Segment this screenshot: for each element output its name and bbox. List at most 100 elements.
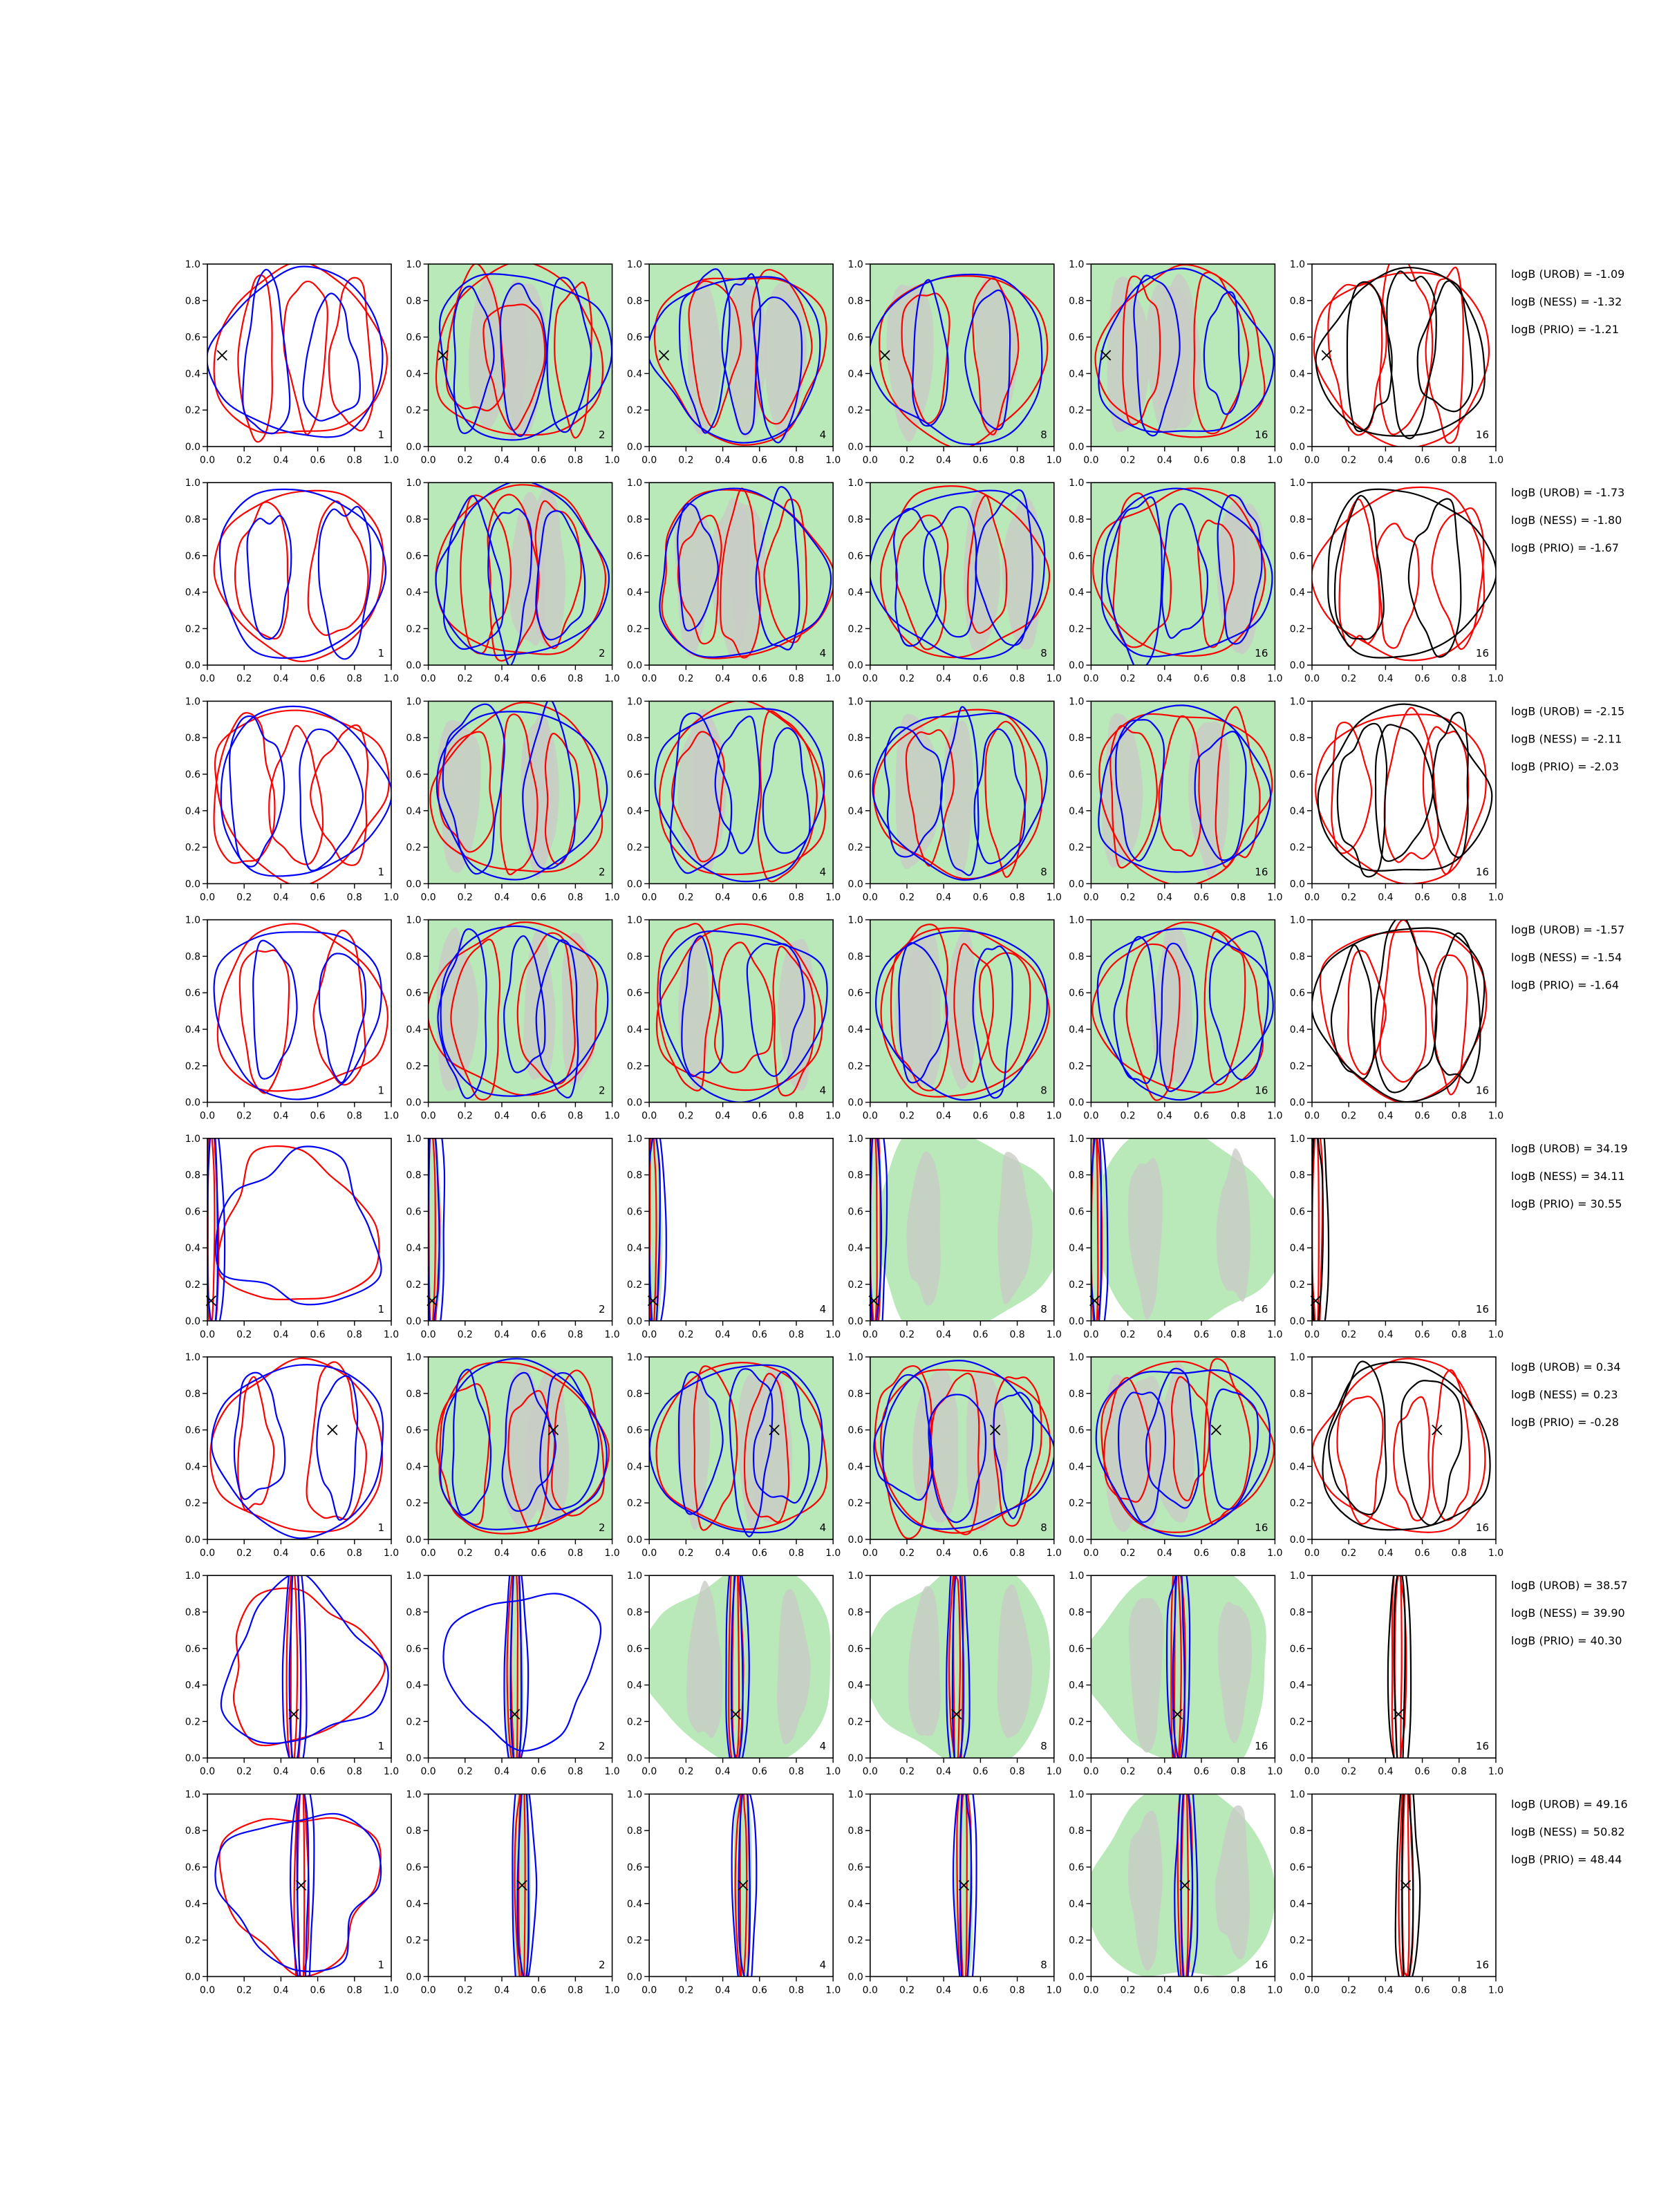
x-tick-label: 0.2 bbox=[899, 1329, 915, 1340]
panel-count-label: 4 bbox=[820, 647, 827, 659]
x-tick-label: 0.0 bbox=[863, 455, 878, 466]
x-tick-label: 1.0 bbox=[604, 892, 619, 903]
x-tick-label: 1.0 bbox=[1267, 1985, 1282, 1996]
y-tick-label: 0.4 bbox=[627, 806, 642, 817]
y-tick-label: 0.6 bbox=[185, 1206, 200, 1217]
panel-count-label: 16 bbox=[1255, 647, 1268, 659]
y-tick-label: 0.8 bbox=[848, 514, 863, 525]
y-tick-label: 0.4 bbox=[1069, 1024, 1084, 1035]
black-contour bbox=[1322, 1361, 1491, 1531]
x-tick-label: 0.2 bbox=[899, 1548, 915, 1559]
blue-contour bbox=[1161, 503, 1209, 639]
x-tick-label: 0.0 bbox=[1083, 1329, 1098, 1340]
y-tick-label: 0.4 bbox=[1290, 806, 1305, 817]
axes-frame bbox=[427, 1138, 613, 1322]
logb-label: logB (UROB) = 38.57 bbox=[1511, 1579, 1628, 1592]
x-tick-label: 1.0 bbox=[1267, 455, 1282, 466]
black-contour bbox=[1312, 1138, 1324, 1321]
red-contour bbox=[677, 514, 722, 645]
axes-frame bbox=[870, 1356, 1055, 1540]
y-tick-label: 0.0 bbox=[848, 1316, 863, 1327]
x-tick-label: 1.0 bbox=[1267, 1548, 1282, 1559]
blue-contour bbox=[440, 925, 609, 1097]
y-tick-label: 0.2 bbox=[185, 843, 200, 854]
axes-frame bbox=[1311, 919, 1497, 1103]
density-core-fill bbox=[437, 720, 481, 873]
panel-count-label: 16 bbox=[1255, 1303, 1268, 1315]
red-contour bbox=[874, 1365, 932, 1539]
blue-contour bbox=[677, 1371, 724, 1515]
y-tick-label: 0.8 bbox=[406, 1170, 421, 1181]
red-contour bbox=[1109, 724, 1158, 869]
panel-r3-c4: 0.0 0.2 0.4 0.6 0.8 1.0 0.0 0.2 0.4 0.6 0.8 1.0 8 bbox=[848, 696, 1062, 903]
x-tick-label: 1.0 bbox=[1488, 455, 1503, 466]
y-tick-label: 0.2 bbox=[627, 405, 642, 416]
blue-contour bbox=[302, 292, 361, 422]
panel-r7-c3: 0.0 0.2 0.4 0.6 0.8 1.0 0.0 0.2 0.4 0.6 0.8 1.0 4 bbox=[627, 1571, 841, 1777]
y-tick-label: 1.0 bbox=[185, 1789, 200, 1800]
y-tick-label: 1.0 bbox=[406, 696, 421, 707]
panel-r5-c6: 0.0 0.2 0.4 0.6 0.8 1.0 0.0 0.2 0.4 0.6 0.8 1.0 16 bbox=[1290, 1134, 1503, 1340]
y-tick-label: 0.8 bbox=[1069, 951, 1084, 962]
x-tick-label: 0.6 bbox=[752, 1766, 767, 1777]
x-tick-label: 0.2 bbox=[236, 1985, 252, 1996]
panel-count-label: 4 bbox=[820, 429, 827, 441]
x-tick-label: 1.0 bbox=[384, 1985, 399, 1996]
x-tick-label: 0.6 bbox=[973, 1548, 988, 1559]
x-tick-label: 0.0 bbox=[1304, 1985, 1320, 1996]
y-tick-label: 0.6 bbox=[406, 988, 421, 999]
x-tick-label: 0.0 bbox=[1304, 1329, 1320, 1340]
density-core-fill bbox=[776, 1588, 811, 1745]
x-tick-label: 0.6 bbox=[1414, 1766, 1430, 1777]
blue-contour bbox=[1194, 731, 1247, 861]
x-tick-label: 0.8 bbox=[1230, 1111, 1246, 1122]
y-tick-label: 1.0 bbox=[185, 915, 200, 926]
true-value-marker bbox=[738, 1880, 749, 1891]
y-tick-label: 0.0 bbox=[1290, 1535, 1305, 1546]
x-tick-label: 0.8 bbox=[1009, 1548, 1024, 1559]
y-tick-label: 0.0 bbox=[1069, 1316, 1084, 1327]
black-contour bbox=[1328, 1360, 1387, 1516]
x-tick-label: 0.8 bbox=[1009, 1329, 1024, 1340]
panel-r4-c1: 0.0 0.2 0.4 0.6 0.8 1.0 0.0 0.2 0.4 0.6 0.8 1.0 1 bbox=[185, 915, 399, 1122]
y-tick-label: 0.8 bbox=[848, 951, 863, 962]
y-tick-label: 0.4 bbox=[406, 806, 421, 817]
y-tick-label: 0.2 bbox=[1290, 1936, 1305, 1947]
y-tick-label: 0.2 bbox=[406, 1498, 421, 1509]
axes-frame bbox=[1090, 919, 1276, 1103]
density-core-fill bbox=[886, 284, 934, 442]
x-tick-label: 0.6 bbox=[1414, 455, 1430, 466]
x-tick-label: 0.8 bbox=[789, 1985, 804, 1996]
y-tick-label: 0.0 bbox=[1069, 1098, 1084, 1109]
y-tick-label: 0.0 bbox=[627, 1098, 642, 1109]
panel-count-label: 1 bbox=[377, 647, 384, 659]
x-tick-label: 1.0 bbox=[384, 1766, 399, 1777]
panel-r6-c2: 0.0 0.2 0.4 0.6 0.8 1.0 0.0 0.2 0.4 0.6 0.8 1.0 2 bbox=[406, 1352, 619, 1559]
y-tick-label: 0.8 bbox=[848, 1607, 863, 1618]
x-tick-label: 0.6 bbox=[1414, 1111, 1430, 1122]
y-tick-label: 0.8 bbox=[1290, 733, 1305, 744]
x-tick-label: 0.8 bbox=[1009, 892, 1024, 903]
y-tick-label: 0.6 bbox=[185, 551, 200, 562]
blue-contour bbox=[503, 935, 546, 1074]
red-contour bbox=[213, 712, 276, 864]
y-tick-label: 0.4 bbox=[185, 1680, 200, 1691]
x-tick-label: 0.2 bbox=[236, 892, 252, 903]
x-tick-label: 0.8 bbox=[347, 1111, 362, 1122]
blue-contour bbox=[993, 1391, 1034, 1519]
blue-contour bbox=[883, 726, 943, 858]
x-tick-label: 0.6 bbox=[310, 1111, 325, 1122]
y-tick-label: 0.0 bbox=[848, 442, 863, 453]
x-tick-label: 1.0 bbox=[1047, 1111, 1062, 1122]
blue-contour bbox=[442, 703, 505, 875]
blue-contour bbox=[923, 506, 977, 638]
y-tick-label: 0.2 bbox=[406, 1716, 421, 1727]
red-contour bbox=[1425, 266, 1464, 444]
red-contour bbox=[218, 1817, 382, 1977]
x-tick-label: 0.8 bbox=[347, 1548, 362, 1559]
x-tick-label: 0.0 bbox=[641, 1329, 657, 1340]
logb-label: logB (UROB) = 34.19 bbox=[1511, 1142, 1628, 1155]
y-tick-label: 0.8 bbox=[627, 1170, 642, 1181]
x-tick-label: 0.8 bbox=[1230, 1329, 1246, 1340]
x-tick-label: 0.4 bbox=[273, 892, 288, 903]
